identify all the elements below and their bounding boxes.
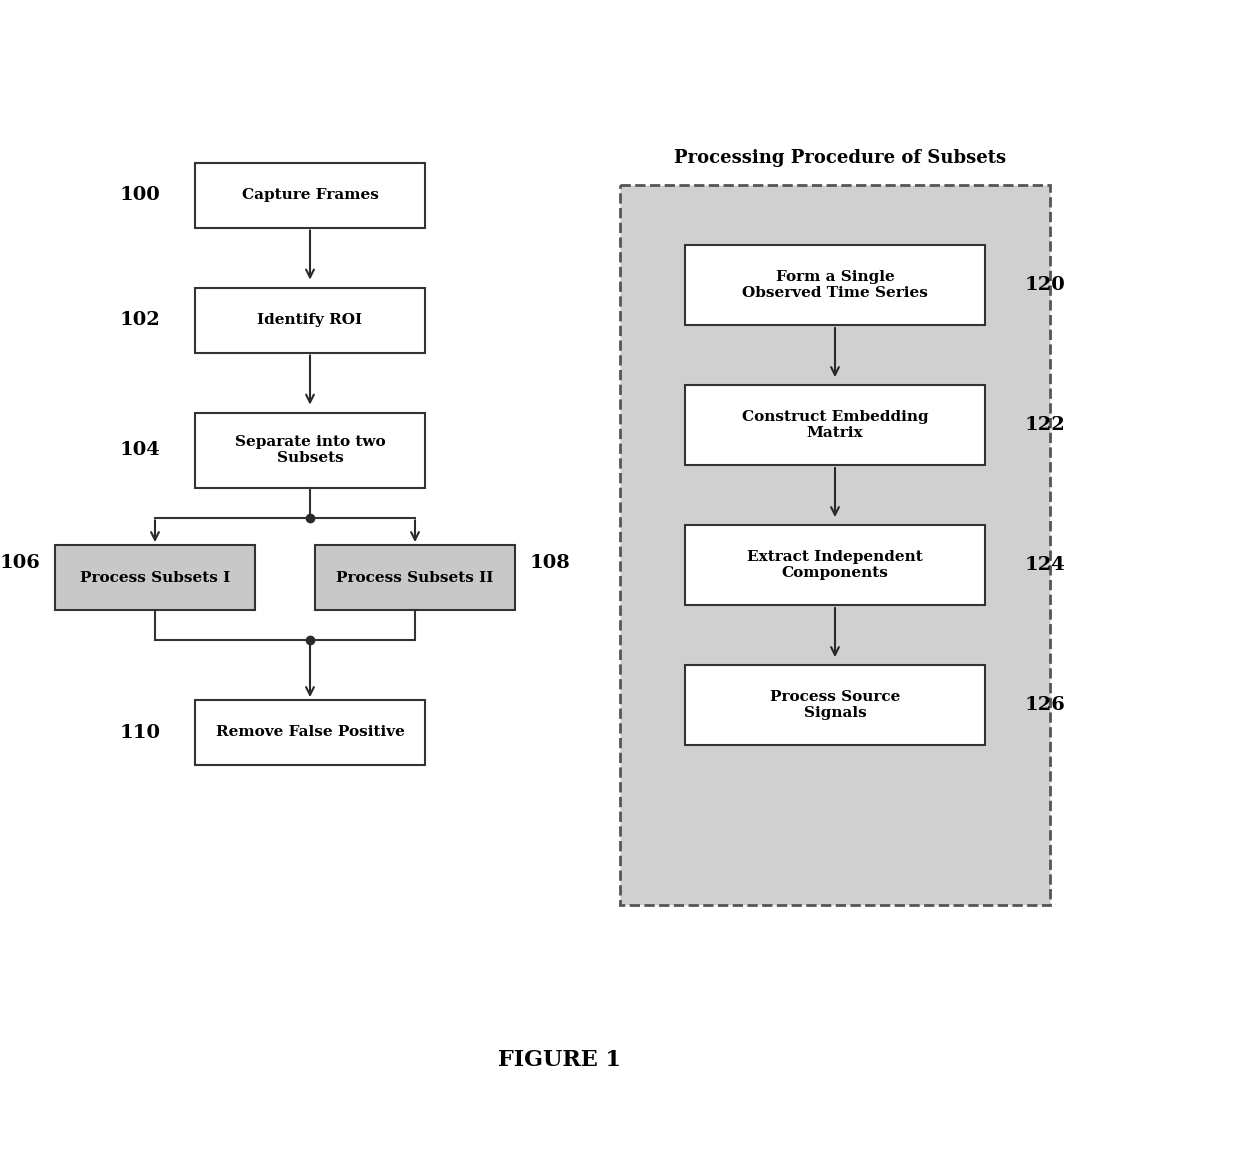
Text: Process Subsets I: Process Subsets I (79, 571, 231, 585)
FancyBboxPatch shape (684, 245, 985, 324)
FancyBboxPatch shape (195, 700, 425, 765)
Text: 122: 122 (1024, 416, 1065, 434)
Text: Process Subsets II: Process Subsets II (336, 571, 494, 585)
FancyBboxPatch shape (195, 413, 425, 487)
Text: Construct Embedding
Matrix: Construct Embedding Matrix (742, 409, 929, 440)
Text: 104: 104 (119, 441, 160, 459)
Text: 106: 106 (0, 554, 41, 571)
Text: 100: 100 (119, 186, 160, 204)
FancyBboxPatch shape (55, 545, 255, 611)
Text: 108: 108 (529, 554, 570, 571)
FancyBboxPatch shape (620, 185, 1050, 905)
Text: Extract Independent
Components: Extract Independent Components (748, 550, 923, 580)
Text: Capture Frames: Capture Frames (242, 188, 378, 202)
Text: 110: 110 (119, 723, 160, 742)
Text: Form a Single
Observed Time Series: Form a Single Observed Time Series (742, 270, 928, 300)
Text: 102: 102 (119, 311, 160, 329)
Text: Remove False Positive: Remove False Positive (216, 726, 404, 740)
FancyBboxPatch shape (195, 163, 425, 228)
Text: Separate into two
Subsets: Separate into two Subsets (234, 435, 386, 465)
Text: Identify ROI: Identify ROI (258, 313, 362, 327)
FancyBboxPatch shape (195, 287, 425, 352)
Text: Process Source
Signals: Process Source Signals (770, 690, 900, 720)
FancyBboxPatch shape (684, 525, 985, 605)
Text: Processing Procedure of Subsets: Processing Procedure of Subsets (673, 149, 1006, 167)
Text: 124: 124 (1024, 556, 1065, 575)
Text: 120: 120 (1024, 276, 1065, 294)
Text: 126: 126 (1024, 695, 1065, 714)
FancyBboxPatch shape (684, 665, 985, 745)
FancyBboxPatch shape (684, 385, 985, 465)
FancyBboxPatch shape (315, 545, 515, 611)
Text: FIGURE 1: FIGURE 1 (498, 1049, 621, 1071)
